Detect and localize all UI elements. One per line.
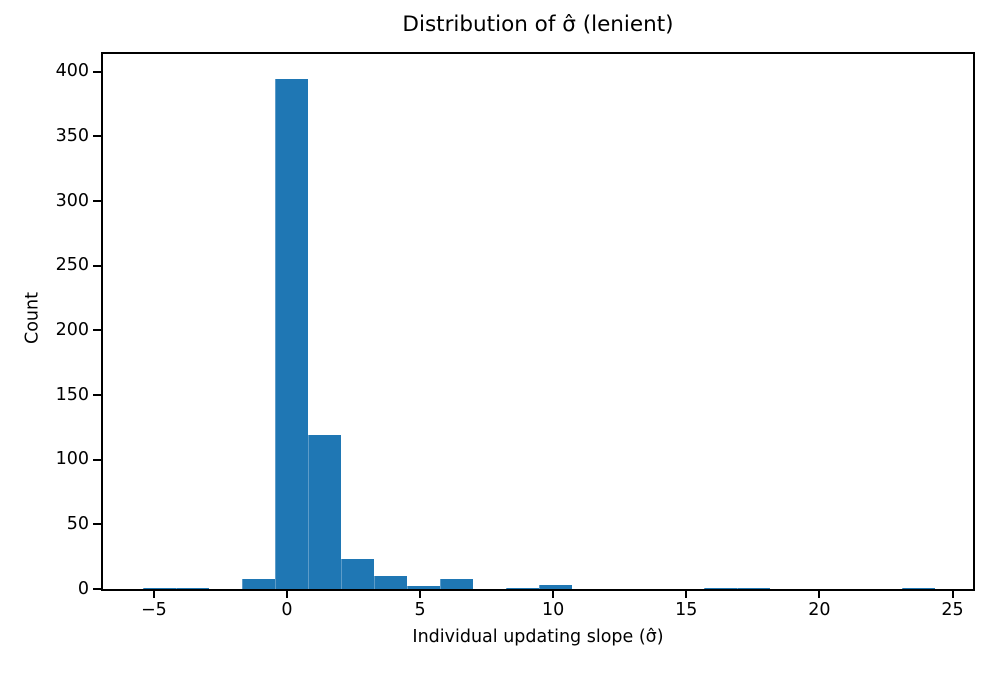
y-tick-label: 150: [55, 384, 89, 405]
y-tick-label: 0: [77, 578, 89, 599]
y-tick-mark: [93, 329, 101, 332]
y-tick-label: 50: [66, 513, 89, 534]
histogram-bar: [275, 79, 309, 589]
histogram-bar: [374, 576, 408, 589]
x-tick-mark: [818, 591, 821, 598]
y-tick-mark: [93, 588, 101, 590]
histogram-bar: [539, 585, 573, 589]
y-axis-label: Count: [22, 292, 43, 344]
histogram-bar: [143, 587, 177, 589]
y-tick-label: 350: [55, 125, 89, 146]
y-tick-mark: [93, 135, 101, 138]
histogram-bar: [407, 586, 441, 589]
histogram-bar: [737, 587, 771, 589]
x-tick-label: 10: [542, 600, 565, 620]
x-tick-label: 5: [414, 600, 426, 620]
histogram-bar: [176, 587, 210, 589]
x-axis-label: Individual updating slope (σ̂): [412, 627, 664, 647]
histogram-bar: [308, 435, 342, 589]
y-tick-mark: [93, 394, 101, 397]
x-tick-label: 25: [941, 600, 964, 620]
histogram-bar: [440, 578, 474, 589]
x-tick-mark: [419, 591, 422, 598]
y-tick-label: 100: [55, 449, 89, 470]
x-tick-mark: [951, 591, 954, 598]
y-tick-mark: [93, 458, 101, 461]
y-tick-label: 200: [55, 319, 89, 340]
histogram-bar: [506, 587, 540, 589]
x-tick-mark: [285, 591, 288, 598]
x-tick-mark: [685, 591, 688, 598]
histogram-bar: [902, 587, 936, 589]
histogram-bar: [242, 578, 276, 589]
y-tick-mark: [93, 70, 101, 73]
y-tick-mark: [93, 200, 101, 203]
y-tick-label: 400: [55, 61, 89, 82]
y-tick-label: 250: [55, 255, 89, 276]
x-tick-label: 20: [808, 600, 831, 620]
y-tick-mark: [93, 523, 101, 526]
plot-area: −5 0 5 10 15 20 25 0 50 100 150 200 250 300 350 400: [56, 52, 975, 620]
x-tick-mark: [152, 591, 155, 598]
x-tick-label: 0: [281, 600, 293, 620]
y-tick-label: 300: [55, 190, 89, 211]
chart-title: Distribution of σ̂ (lenient): [402, 12, 674, 37]
x-tick-label: 15: [675, 600, 698, 620]
histogram-bar: [704, 587, 738, 589]
y-tick-mark: [93, 264, 101, 267]
x-tick-label: −5: [140, 600, 167, 620]
x-tick-mark: [552, 591, 555, 598]
histogram-bar: [341, 559, 375, 589]
